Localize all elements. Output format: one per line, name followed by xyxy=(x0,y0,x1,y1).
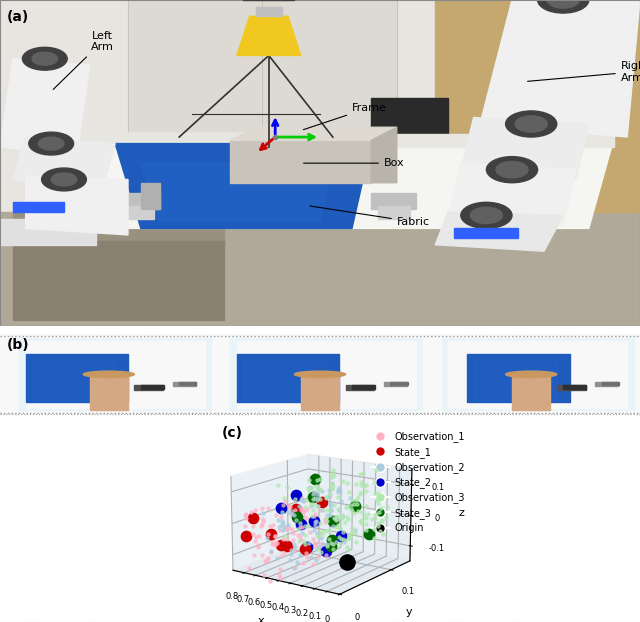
Bar xyxy=(243,357,326,401)
Polygon shape xyxy=(13,137,115,189)
Circle shape xyxy=(496,162,528,178)
Bar xyxy=(0,0,640,212)
Bar xyxy=(179,382,196,384)
Polygon shape xyxy=(0,58,90,157)
Circle shape xyxy=(461,202,512,228)
Bar xyxy=(26,355,128,402)
Bar xyxy=(435,0,640,212)
Bar xyxy=(442,338,634,411)
Bar xyxy=(448,341,627,408)
Polygon shape xyxy=(480,0,640,137)
Bar xyxy=(26,134,614,147)
Bar xyxy=(371,193,416,209)
Bar xyxy=(128,0,397,131)
Bar xyxy=(467,355,570,402)
Circle shape xyxy=(470,207,502,223)
Circle shape xyxy=(547,0,579,8)
Polygon shape xyxy=(13,212,224,244)
Bar xyxy=(474,357,557,401)
Bar xyxy=(371,98,448,180)
Text: Right
Arm: Right Arm xyxy=(527,61,640,83)
Polygon shape xyxy=(141,163,333,222)
Polygon shape xyxy=(237,16,301,55)
Text: Left
Arm: Left Arm xyxy=(53,30,114,90)
Polygon shape xyxy=(461,118,589,180)
Polygon shape xyxy=(26,137,614,228)
Text: (c): (c) xyxy=(222,426,243,440)
X-axis label: x: x xyxy=(257,616,264,622)
Bar xyxy=(256,6,282,16)
Polygon shape xyxy=(13,241,224,320)
Bar xyxy=(141,183,160,209)
Bar xyxy=(0,218,96,244)
Bar xyxy=(595,383,618,386)
Polygon shape xyxy=(435,212,563,251)
Polygon shape xyxy=(115,144,371,228)
Text: Frame: Frame xyxy=(303,103,387,129)
Bar xyxy=(237,341,416,408)
Bar xyxy=(230,141,371,183)
Polygon shape xyxy=(230,128,397,141)
Circle shape xyxy=(515,116,547,132)
Bar xyxy=(128,0,397,131)
Bar xyxy=(384,383,407,386)
Y-axis label: y: y xyxy=(406,606,413,616)
Circle shape xyxy=(83,371,134,378)
Circle shape xyxy=(294,371,346,378)
Bar xyxy=(237,355,339,402)
Text: (a): (a) xyxy=(6,10,29,24)
Bar xyxy=(346,385,374,390)
Circle shape xyxy=(486,157,538,183)
Bar xyxy=(32,357,115,401)
Circle shape xyxy=(51,173,77,186)
Polygon shape xyxy=(371,128,397,183)
Bar xyxy=(141,385,164,389)
Bar xyxy=(115,205,154,218)
Bar xyxy=(230,338,422,411)
Polygon shape xyxy=(448,163,576,225)
Polygon shape xyxy=(26,176,128,235)
Text: Fabric: Fabric xyxy=(310,206,430,227)
Bar xyxy=(109,193,160,209)
Bar xyxy=(13,202,64,212)
Circle shape xyxy=(506,371,557,378)
Bar xyxy=(378,205,410,218)
Circle shape xyxy=(22,47,67,70)
Legend: Observation_1, State_1, Observation_2, State_2, Observation_3, State_3, Origin: Observation_1, State_1, Observation_2, S… xyxy=(369,429,467,535)
Circle shape xyxy=(506,111,557,137)
Bar xyxy=(19,338,211,411)
Bar xyxy=(602,382,619,384)
Circle shape xyxy=(42,168,86,191)
Circle shape xyxy=(38,137,64,150)
Circle shape xyxy=(29,132,74,155)
Text: (b): (b) xyxy=(6,338,29,353)
Bar xyxy=(454,228,518,238)
Bar xyxy=(26,341,205,408)
Text: Box: Box xyxy=(303,158,404,168)
Bar xyxy=(557,385,586,390)
Circle shape xyxy=(32,52,58,65)
Bar xyxy=(512,374,550,411)
Bar xyxy=(0,212,640,327)
Bar xyxy=(134,385,163,390)
Bar xyxy=(173,383,196,386)
Bar xyxy=(90,374,128,411)
Bar xyxy=(301,374,339,411)
Bar xyxy=(390,382,408,384)
Circle shape xyxy=(538,0,589,13)
Bar xyxy=(352,385,375,389)
Bar xyxy=(563,385,586,389)
